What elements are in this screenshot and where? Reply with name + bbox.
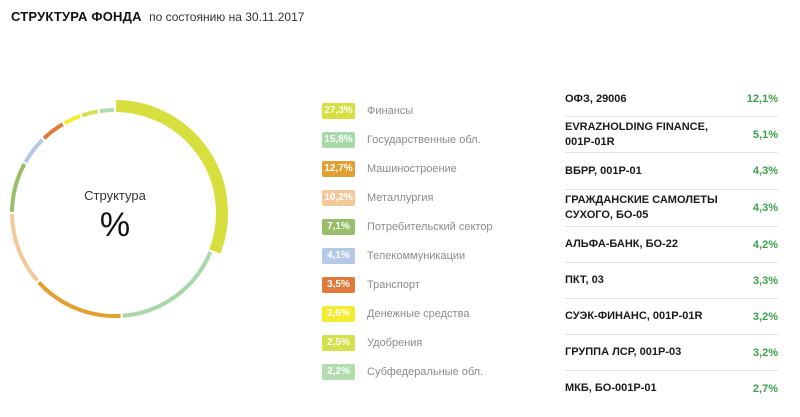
legend-item[interactable]: 7,1% Потребительский сектор — [322, 212, 542, 241]
holding-share: 3,3% — [752, 274, 778, 287]
donut-slice-9[interactable] — [81, 109, 99, 118]
holding-name: EVRAZHOLDING FINANCE, 001P-01R — [565, 120, 708, 148]
legend-value-badge: 12,7% — [322, 160, 355, 177]
legend-value-badge: 3,5% — [322, 276, 355, 293]
holding-row: EVRAZHOLDING FINANCE, 001P-01R 5,1% — [565, 117, 778, 153]
holding-name: ПКТ, 03 — [565, 274, 604, 286]
holding-row: ОФЗ, 29006 12,1% — [565, 82, 778, 117]
page-header: СТРУКТУРА ФОНДА по состоянию на 30.11.20… — [11, 8, 304, 26]
holding-share: 4,3% — [752, 165, 778, 177]
holding-row: ГРУППА ЛСР, 001P-03 3,2% — [565, 335, 778, 371]
holding-row: ПКТ, 03 3,3% — [565, 263, 778, 299]
holding-name: ВБРР, 001P-01 — [565, 164, 642, 177]
holding-share: 4,2% — [752, 238, 778, 251]
donut-slice-6[interactable] — [23, 138, 44, 164]
holding-share: 4,3% — [752, 202, 778, 214]
legend-label: Потребительский сектор — [367, 220, 493, 233]
holding-name: СУЭК-ФИНАНС, 001P-01R — [565, 310, 703, 322]
donut-slice-5[interactable] — [10, 162, 27, 212]
legend-label: Государственные обл. — [367, 133, 481, 146]
legend-value-badge: 4,1% — [322, 247, 355, 264]
legend-item[interactable]: 2,5% Удобрения — [322, 328, 542, 357]
holding-row: ВБРР, 001P-01 4,3% — [565, 153, 778, 190]
holding-share: 5,1% — [752, 128, 778, 141]
donut-slice-1[interactable] — [116, 100, 228, 254]
legend-label: Денежные средства — [367, 307, 470, 320]
page-title: СТРУКТУРА ФОНДА — [11, 9, 142, 24]
legend-value-badge: 10,2% — [322, 189, 355, 206]
donut-slice-2[interactable] — [122, 251, 213, 318]
legend-item[interactable]: 12,7% Машиностроение — [322, 154, 542, 183]
legend-label: Металлургия — [367, 191, 434, 204]
donut-symbol: % — [99, 206, 131, 244]
legend-value-badge: 15,8% — [322, 131, 355, 148]
holding-name: ГРУППА ЛСР, 001P-03 — [565, 346, 682, 358]
legend-label: Удобрения — [367, 336, 423, 349]
legend-label: Финансы — [367, 104, 414, 117]
legend-item[interactable]: 3,5% Транспорт — [322, 270, 542, 299]
holding-row: СУЭК-ФИНАНС, 001P-01R 3,2% — [565, 299, 778, 335]
legend-label: Субфедеральные обл. — [367, 365, 484, 378]
legend-value-badge: 27,3% — [322, 102, 355, 119]
donut-slice-7[interactable] — [42, 122, 64, 140]
donut-slice-10[interactable] — [99, 108, 114, 114]
holding-name: МКБ, БО-001P-01 — [565, 382, 657, 394]
legend-item[interactable]: 2,6% Денежные средства — [322, 299, 542, 328]
legend-item[interactable]: 4,1% Телекоммуникации — [322, 241, 542, 270]
holding-share: 3,2% — [752, 346, 778, 359]
donut-chart — [10, 100, 228, 318]
legend-label: Телекоммуникации — [367, 249, 466, 262]
holding-name: АЛЬФА-БАНК, БО-22 — [565, 238, 678, 250]
holding-row: ГРАЖДАНСКИЕ САМОЛЕТЫ СУХОГО, БО-05 4,3% — [565, 190, 778, 227]
legend-item[interactable]: 15,8% Государственные обл. — [322, 125, 542, 154]
donut-caption: Структура — [84, 188, 146, 203]
holding-row: АЛЬФА-БАНК, БО-22 4,2% — [565, 227, 778, 263]
legend-item[interactable]: 2,2% Субфедеральные обл. — [322, 357, 542, 386]
legend-item[interactable]: 27,3% Финансы — [322, 96, 542, 125]
donut-slice-3[interactable] — [37, 281, 121, 318]
legend-item[interactable]: 10,2% Металлургия — [322, 183, 542, 212]
structure-donut: Структура % — [0, 0, 300, 417]
legend-label: Машиностроение — [367, 162, 457, 175]
holding-name: ГРАЖДАНСКИЕ САМОЛЕТЫ СУХОГО, БО-05 — [565, 194, 718, 221]
holding-share: 2,7% — [752, 382, 778, 395]
legend-value-badge: 7,1% — [322, 218, 355, 235]
holding-share: 3,2% — [752, 310, 778, 323]
top-holdings-list: ОФЗ, 29006 12,1% EVRAZHOLDING FINANCE, 001… — [565, 82, 778, 406]
holding-row: МКБ, БО-001P-01 2,7% — [565, 371, 778, 406]
donut-slice-4[interactable] — [10, 214, 39, 283]
legend-value-badge: 2,6% — [322, 305, 355, 322]
holding-share: 12,1% — [746, 93, 778, 105]
page-subtitle: по состоянию на 30.11.2017 — [149, 10, 305, 24]
holding-name: ОФЗ, 29006 — [565, 92, 627, 105]
legend-value-badge: 2,5% — [322, 334, 355, 351]
donut-slice-8[interactable] — [63, 114, 81, 125]
legend-value-badge: 2,2% — [322, 363, 355, 380]
legend-label: Транспорт — [367, 278, 420, 291]
sector-legend: 27,3% Финансы 15,8% Государственные обл. 12,… — [322, 96, 542, 386]
